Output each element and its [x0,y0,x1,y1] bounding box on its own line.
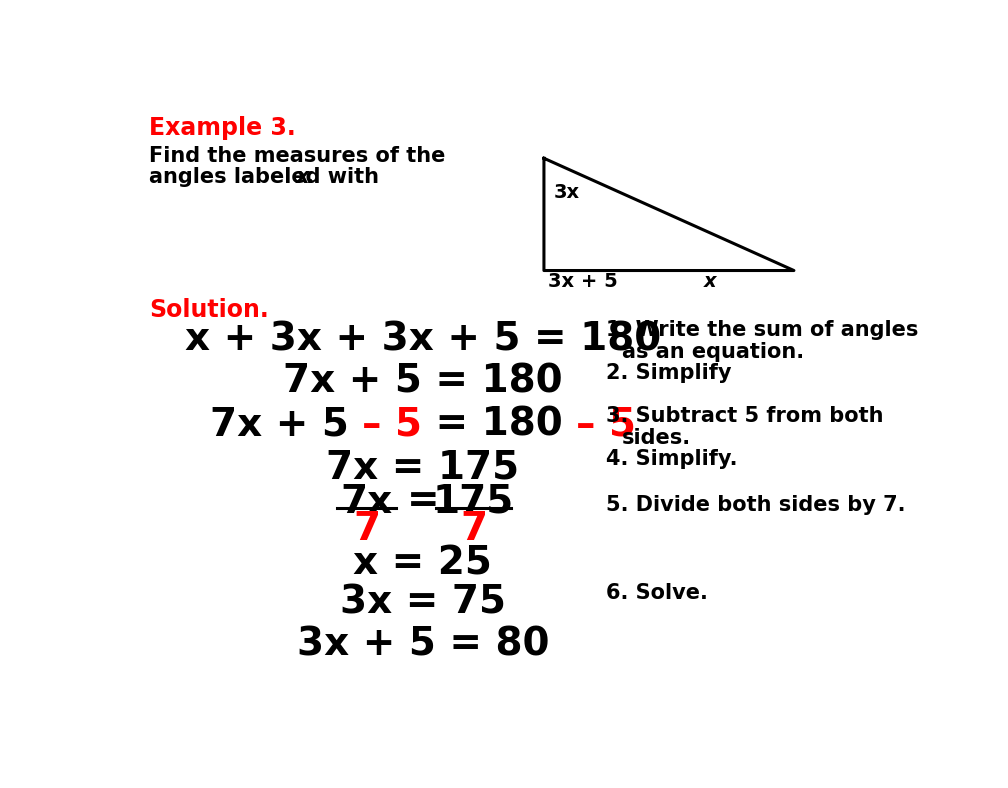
Text: 3x: 3x [554,183,581,202]
Text: angles labeled with: angles labeled with [149,167,387,188]
Text: 3x + 5 = 80: 3x + 5 = 80 [296,626,549,663]
Text: 175: 175 [433,483,514,521]
Text: as an equation.: as an equation. [622,342,804,362]
Text: 3. Subtract 5 from both: 3. Subtract 5 from both [607,406,884,426]
Text: 7x + 5: 7x + 5 [210,406,362,444]
Text: = 180: = 180 [422,406,577,444]
Text: x: x [296,167,309,188]
Text: 7x + 5 = 180: 7x + 5 = 180 [283,362,562,401]
Text: 5. Divide both sides by 7.: 5. Divide both sides by 7. [607,495,906,515]
Text: =: = [406,482,439,520]
Text: 3x = 75: 3x = 75 [340,583,506,621]
Text: 7: 7 [460,510,487,548]
Text: 7x = 175: 7x = 175 [327,449,519,487]
Text: .: . [305,167,313,188]
Text: 7: 7 [353,510,380,548]
Text: Solution.: Solution. [149,298,269,322]
Text: Example 3.: Example 3. [149,116,296,139]
Text: x: x [704,272,717,291]
Text: 2. Simplify: 2. Simplify [607,362,732,383]
Text: x + 3x + 3x + 5 = 180: x + 3x + 3x + 5 = 180 [184,320,661,359]
Text: 7x: 7x [341,483,393,521]
Text: – 5: – 5 [577,406,636,444]
Text: 4. Simplify.: 4. Simplify. [607,449,738,469]
Text: x = 25: x = 25 [354,545,492,583]
Text: Find the measures of the: Find the measures of the [149,146,446,166]
Text: 1. Write the sum of angles: 1. Write the sum of angles [607,320,919,340]
Text: sides.: sides. [622,429,691,448]
Text: 6. Solve.: 6. Solve. [607,583,709,603]
Text: – 5: – 5 [362,406,422,444]
Text: 3x + 5: 3x + 5 [548,272,618,291]
